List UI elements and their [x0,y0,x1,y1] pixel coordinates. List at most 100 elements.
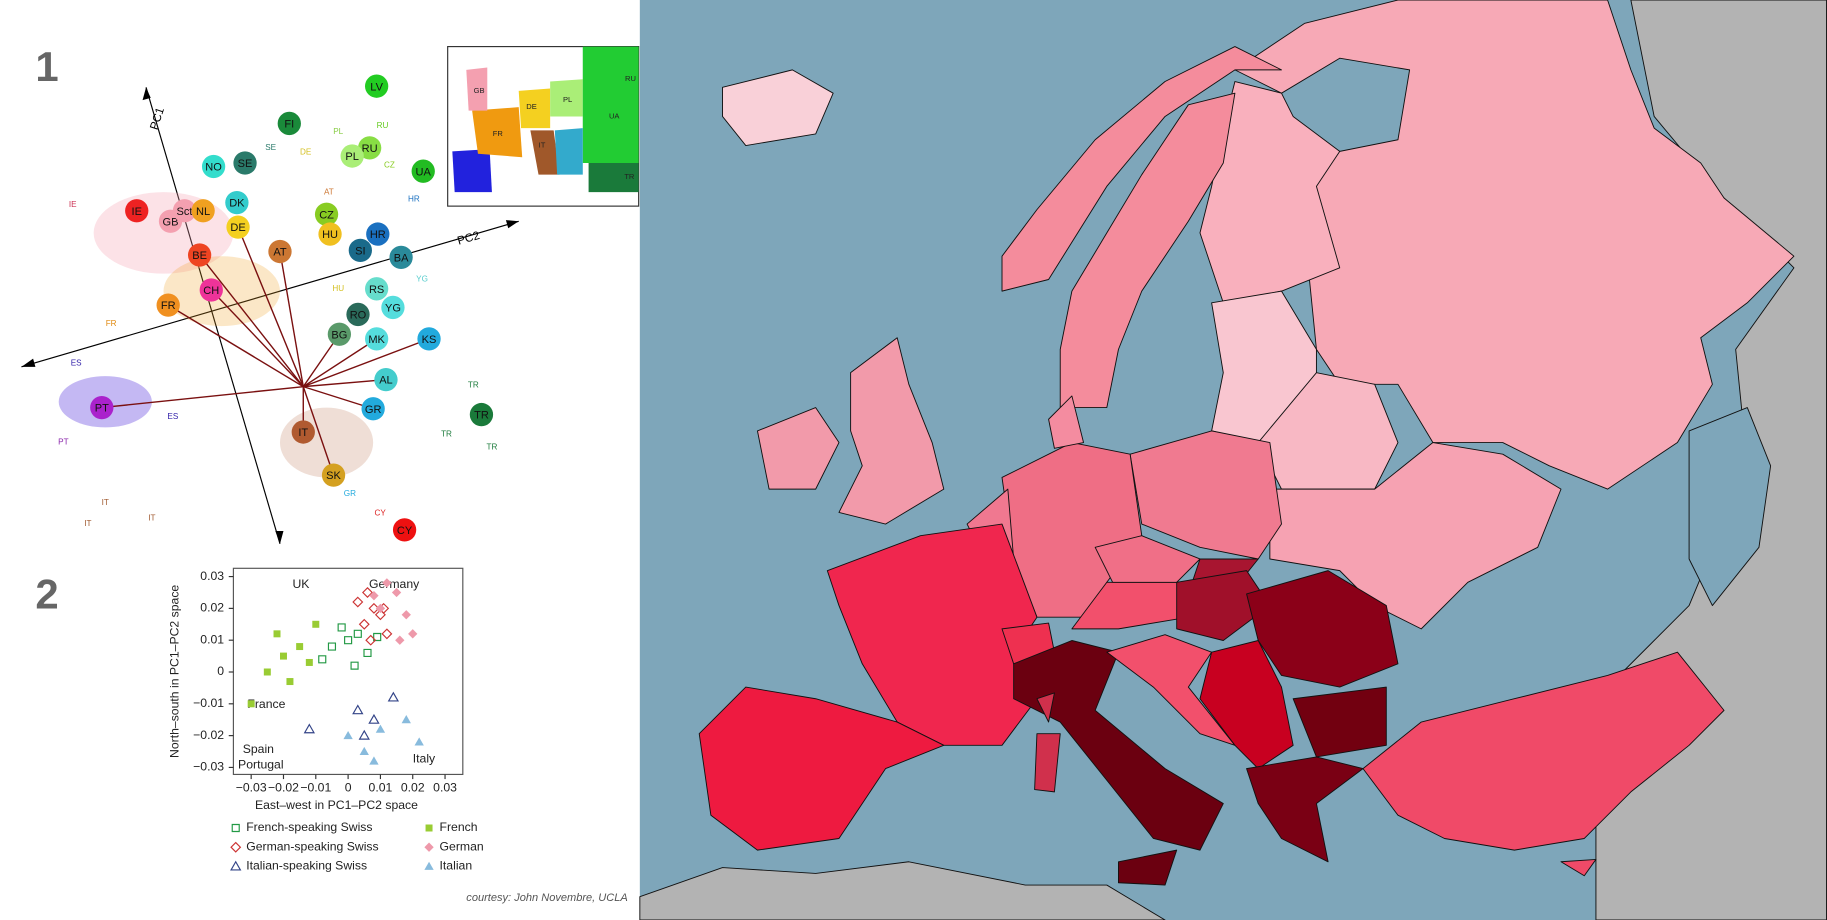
point [247,700,255,708]
point [344,636,353,645]
pc1-axis [145,87,281,545]
point [375,724,386,733]
cluster-marker [381,295,405,320]
cluster-marker [314,202,339,226]
turkey [1362,651,1725,851]
annotation: Portugal [238,757,284,771]
sample-label: HR [408,194,420,203]
axis-label: PC2 [456,229,481,248]
cluster-link [210,289,304,388]
cluster-marker [361,397,385,421]
legend-label: Italian-speaking Swiss [246,859,367,873]
panel-label: 1 [35,43,58,90]
pc2-axis [21,220,519,368]
point [353,629,362,638]
denmark [1048,395,1084,449]
point [312,620,320,628]
x-tick-label: 0.03 [433,781,457,795]
cluster-label: FR [161,300,176,312]
africa [639,861,1166,920]
cluster-label: KS [422,334,437,346]
x-tick-label: 0.02 [401,781,425,795]
inset-germany [518,88,551,129]
cluster-label: IE [132,206,142,218]
point [352,596,364,608]
point [401,715,411,724]
y-axis-label: North–south in PC1–PC2 space [167,585,181,758]
sample-label: TR [441,430,452,439]
annotation: UK [292,577,310,591]
cluster-label: CY [397,525,413,537]
sample-label: PT [58,438,68,447]
sample-label: IT [84,519,91,528]
cluster-marker [226,215,250,239]
inset-label: IT [539,141,546,150]
cluster-marker [348,238,372,263]
x-tick-label: −0.03 [236,781,267,795]
sample-label: DE [300,148,312,157]
legend-label: German [440,839,484,853]
cluster-link [279,251,304,387]
legend-label: French [440,820,478,834]
inset-italy [530,130,560,175]
point [375,603,386,614]
sample-label: IT [102,498,109,507]
point [337,623,346,632]
russia [1234,0,1795,490]
point [358,729,370,740]
hungary [1176,570,1271,641]
cluster-label: SE [238,158,253,170]
cluster-marker [90,395,114,420]
cluster-marker [411,159,435,183]
point [305,658,313,666]
cluster-marker [201,154,226,179]
inset-iberia [452,149,492,193]
x-tick-label: 0.01 [369,781,393,795]
sample-label: CY [374,509,386,518]
cluster-link [303,378,387,388]
inset-label: TR [624,172,635,181]
sample-label: YG [416,275,428,284]
cluster-marker [191,199,215,223]
legend-swatch [230,860,242,871]
cluster-marker [199,278,223,302]
iceland [722,69,834,147]
x-axis-label: East–west in PC1–PC2 space [255,798,418,812]
cluster-link [302,386,335,476]
cluster-label: AL [379,375,393,387]
cluster-marker [340,144,364,168]
point [368,602,380,614]
cluster-marker [389,245,413,270]
corsica [1036,692,1055,723]
sample-label: IT [148,513,155,522]
cluster-label: PL [345,151,359,163]
france [826,523,1038,746]
sample-label: IE [69,200,77,209]
inset-britain [466,67,488,111]
cluster-label: MK [368,334,385,346]
croatia [1106,634,1236,746]
romania [1246,570,1399,688]
greece [1246,756,1364,863]
cluster-label: UA [416,166,432,178]
cluster-label: NO [205,162,222,174]
sample-label: FR [106,319,117,328]
inset-turkey [588,163,639,193]
sample-label: HU [332,284,344,293]
point [369,756,379,765]
point [365,634,377,646]
cluster-label: AT [273,247,287,259]
caspian-sea [1688,407,1772,607]
cluster-label: DE [230,222,245,234]
annotation: Spain [243,742,274,756]
cluster-marker [392,518,417,542]
cluster-marker [374,368,398,392]
legend-swatch [425,824,433,832]
point [327,642,337,651]
cluster-marker [172,199,197,223]
cluster-link [101,385,304,409]
cluster-marker [364,277,389,301]
point [263,668,271,676]
sample-label: AT [324,187,334,196]
cyprus [1560,858,1597,877]
